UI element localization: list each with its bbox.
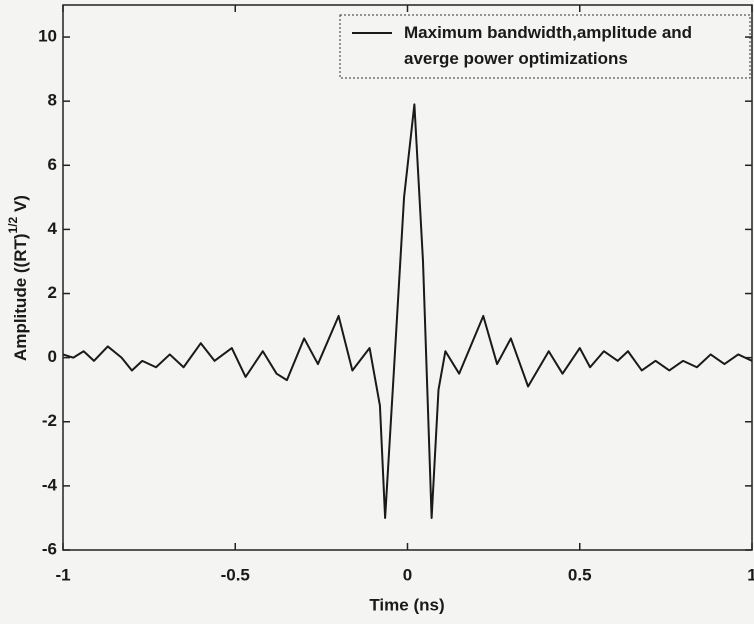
x-tick-label: 0.5: [568, 565, 592, 584]
y-tick-label: -6: [42, 539, 57, 558]
y-label-part: Amplitude ((RT): [11, 233, 30, 360]
y-label-part: V): [11, 195, 30, 217]
x-tick-label: 1: [747, 565, 754, 584]
data-line: [62, 103, 753, 519]
x-tick-label: 0: [403, 565, 412, 584]
y-axis-label: Amplitude ((RT)1/2 V): [6, 195, 30, 361]
y-tick-label: 0: [48, 347, 57, 366]
y-tick-label: -4: [42, 475, 58, 494]
y-tick-label: 2: [48, 283, 57, 302]
x-tick-label: -0.5: [221, 565, 250, 584]
y-tick-label: 8: [48, 91, 57, 110]
x-tick-label: -1: [55, 565, 70, 584]
legend-label: Maximum bandwidth,amplitude and averge p…: [404, 23, 693, 68]
y-label-sup: 1/2: [6, 216, 20, 233]
y-tick-label: -2: [42, 411, 57, 430]
x-axis-label: Time (ns): [369, 595, 444, 614]
y-tick-label: 10: [38, 27, 57, 46]
plot-frame: [62, 4, 753, 551]
legend-box: [339, 14, 751, 79]
y-tick-label: 4: [48, 219, 58, 238]
y-tick-label: 6: [48, 155, 57, 174]
